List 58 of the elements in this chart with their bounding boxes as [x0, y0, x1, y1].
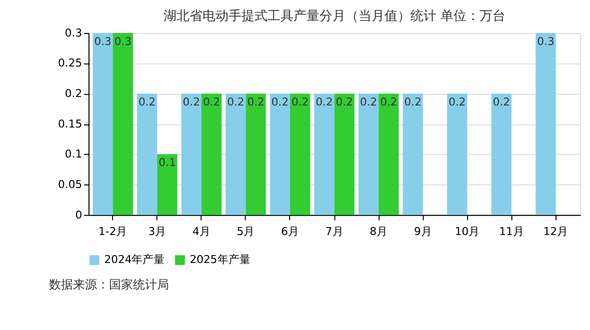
data-label: 0.2 [448, 95, 466, 108]
bar [181, 94, 202, 215]
data-label: 0.2 [182, 95, 200, 108]
y-tick-label: 0.1 [64, 148, 82, 161]
bar [157, 154, 178, 215]
y-tick-label: 0.25 [58, 56, 82, 70]
bar [137, 94, 158, 215]
legend-label: 2024年产量 [104, 253, 165, 266]
bar [491, 94, 512, 215]
data-label: 0.3 [537, 34, 554, 48]
x-tick-label: 12月 [543, 225, 568, 238]
bar [334, 94, 354, 215]
data-label: 0.2 [380, 95, 398, 108]
data-label: 0.2 [138, 95, 156, 108]
x-tick-label: 9月 [414, 225, 432, 238]
x-tick-label: 5月 [236, 225, 255, 238]
bar [246, 94, 266, 215]
x-tick-label: 8月 [370, 225, 388, 238]
bar [378, 94, 399, 215]
y-tick-label: 0.05 [58, 178, 82, 192]
chart-title: 湖北省电动手提式工具产量分月（当月值）统计 单位：万台 [163, 9, 506, 24]
source-note: 数据来源：国家统计局 [49, 278, 170, 292]
data-label: 0.2 [336, 95, 353, 108]
data-label: 0.2 [316, 95, 333, 108]
data-label: 0.3 [114, 34, 132, 48]
data-label: 0.2 [292, 95, 309, 108]
bar [290, 94, 310, 215]
data-label: 0.1 [158, 156, 176, 170]
bar [358, 94, 379, 215]
x-tick-label: 11月 [499, 225, 524, 238]
x-tick-label: 3月 [148, 225, 166, 238]
y-tick-label: 0 [75, 208, 82, 222]
bar [536, 32, 556, 215]
bar [447, 94, 468, 215]
bar [201, 94, 222, 215]
bar [226, 94, 246, 215]
data-label: 0.2 [227, 95, 244, 108]
x-tick-label: 1-2月 [98, 225, 128, 238]
bar [92, 32, 113, 215]
x-tick-label: 10月 [454, 225, 480, 238]
bar [314, 94, 334, 215]
x-tick-label: 6月 [281, 225, 299, 238]
data-label: 0.2 [202, 95, 220, 108]
data-label: 0.2 [271, 95, 289, 108]
data-label: 0.2 [404, 95, 422, 108]
bar [270, 94, 290, 215]
data-label: 0.2 [360, 95, 378, 108]
x-tick-label: 4月 [192, 225, 210, 238]
data-label: 0.2 [247, 95, 264, 108]
y-tick-label: 0.2 [64, 87, 82, 100]
bar [402, 94, 423, 215]
data-label: 0.3 [94, 34, 112, 48]
y-tick-label: 0.3 [64, 26, 82, 40]
bar [112, 32, 133, 215]
x-tick-label: 7月 [325, 225, 344, 238]
legend-label: 2025年产量 [190, 253, 250, 266]
data-label: 0.2 [492, 95, 510, 108]
y-tick-label: 0.15 [58, 117, 82, 130]
